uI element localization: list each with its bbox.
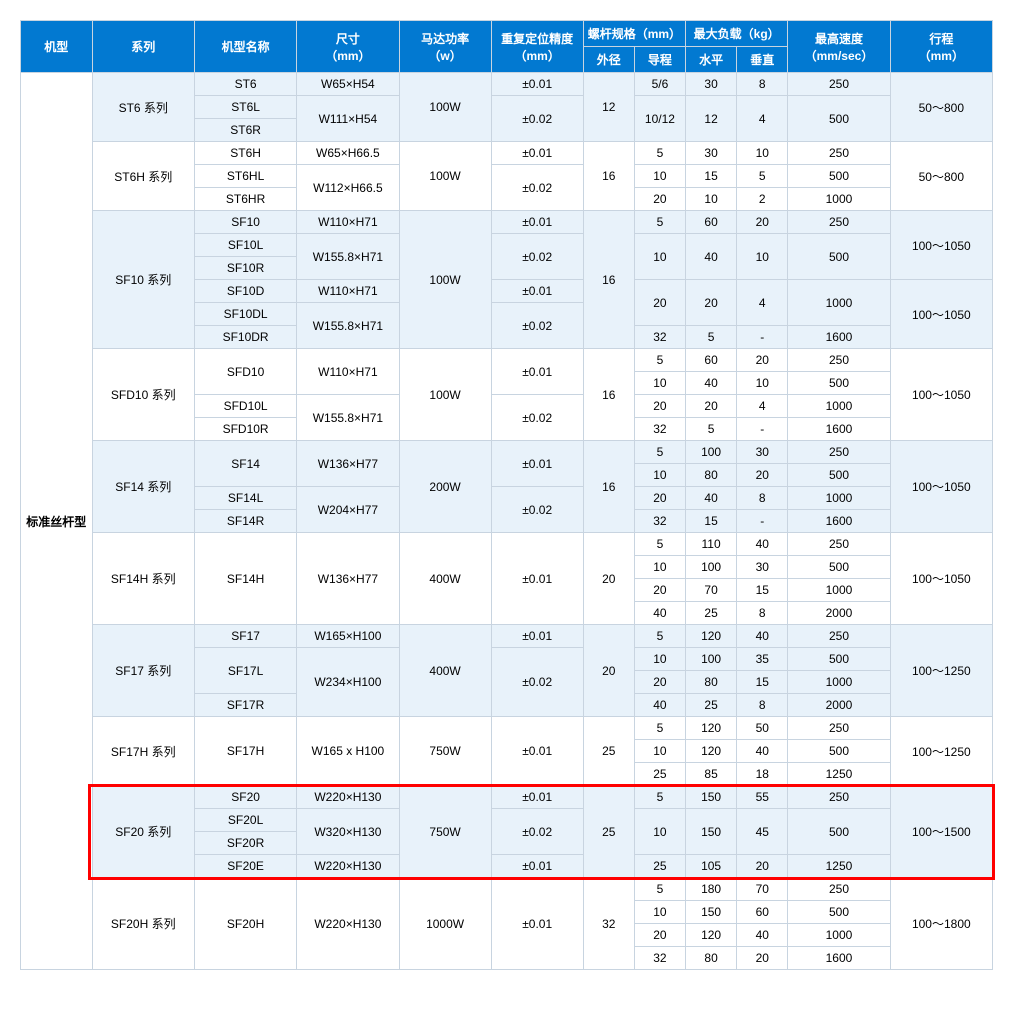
table-row: SF17 系列 SF17 W165×H100 400W ±0.01 20 5 1… xyxy=(21,625,993,648)
th-screw-lead: 导程 xyxy=(634,47,685,73)
category-cell: 标准丝杆型 xyxy=(21,73,93,970)
th-screw: 螺杆规格（mm） xyxy=(583,21,685,47)
table-row: 标准丝杆型 ST6 系列 ST6 W65×H54 100W ±0.01 12 5… xyxy=(21,73,993,96)
table-row: SF10 系列 SF10 W110×H71 100W ±0.01 16 5 60… xyxy=(21,211,993,234)
th-model: 机型 xyxy=(21,21,93,73)
th-accuracy: 重复定位精度（mm） xyxy=(491,21,583,73)
th-motor: 马达功率（w） xyxy=(399,21,491,73)
table-row: SFD10 系列 SFD10 W110×H71 100W ±0.01 16 5 … xyxy=(21,349,993,372)
th-load-h: 水平 xyxy=(686,47,737,73)
th-size: 尺寸（mm） xyxy=(297,21,399,73)
table-row: SF14 系列 SF14 W136×H77 200W ±0.01 16 5 10… xyxy=(21,441,993,464)
spec-table: 机型 系列 机型名称 尺寸（mm） 马达功率（w） 重复定位精度（mm） 螺杆规… xyxy=(20,20,993,970)
th-load: 最大负载（kg） xyxy=(686,21,788,47)
th-speed: 最高速度（mm/sec） xyxy=(788,21,890,73)
table-row: SF14H 系列 SF14H W136×H77 400W ±0.01 20 5 … xyxy=(21,533,993,556)
table-row: SF20H 系列 SF20H W220×H130 1000W ±0.01 32 … xyxy=(21,878,993,901)
th-stroke: 行程（mm） xyxy=(890,21,992,73)
table-row: SF20 系列 SF20 W220×H130 750W ±0.01 25 5 1… xyxy=(21,786,993,809)
th-screw-od: 外径 xyxy=(583,47,634,73)
th-series: 系列 xyxy=(92,21,194,73)
table-row: SF17H 系列 SF17H W165 x H100 750W ±0.01 25… xyxy=(21,717,993,740)
table-row: ST6H 系列 ST6H W65×H66.5 100W ±0.01 16 5 3… xyxy=(21,142,993,165)
th-load-v: 垂直 xyxy=(737,47,788,73)
th-model-name: 机型名称 xyxy=(194,21,296,73)
